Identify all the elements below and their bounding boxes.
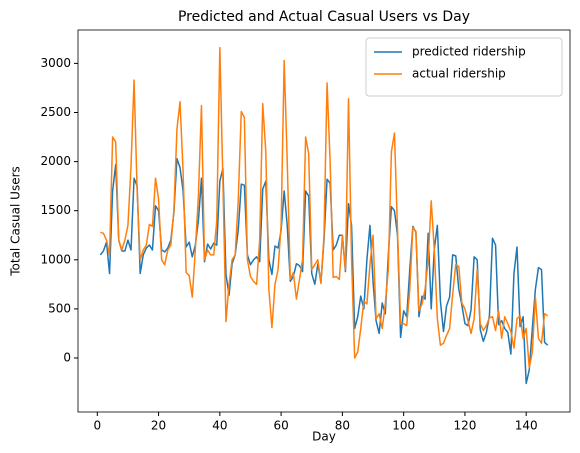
legend-label: predicted ridership [412, 45, 526, 59]
x-tick-label: 60 [273, 419, 288, 433]
axes-frame [77, 29, 571, 413]
legend-box [365, 37, 563, 97]
y-tick-label: 1500 [40, 203, 71, 217]
x-tick-label: 120 [453, 419, 476, 433]
y-tick-label: 2000 [40, 154, 71, 168]
x-tick-label: 140 [515, 419, 538, 433]
y-axis-label: Total Casual Users [9, 166, 23, 277]
y-tick-label: 2500 [40, 105, 71, 119]
x-tick-label: 20 [151, 419, 166, 433]
x-tick-label: 80 [335, 419, 350, 433]
y-tick-label: 1000 [40, 252, 71, 266]
y-tick-label: 3000 [40, 56, 71, 70]
x-tick-label: 40 [212, 419, 227, 433]
x-tick-label: 0 [93, 419, 101, 433]
y-tick-label: 0 [63, 350, 71, 364]
legend-label: actual ridership [412, 67, 506, 81]
y-tick-label: 500 [48, 301, 71, 315]
line [100, 46, 549, 369]
chart-title: Predicted and Actual Casual Users vs Day [178, 9, 470, 25]
x-tick-label: 100 [392, 419, 415, 433]
x-axis-label: Day [312, 430, 336, 444]
